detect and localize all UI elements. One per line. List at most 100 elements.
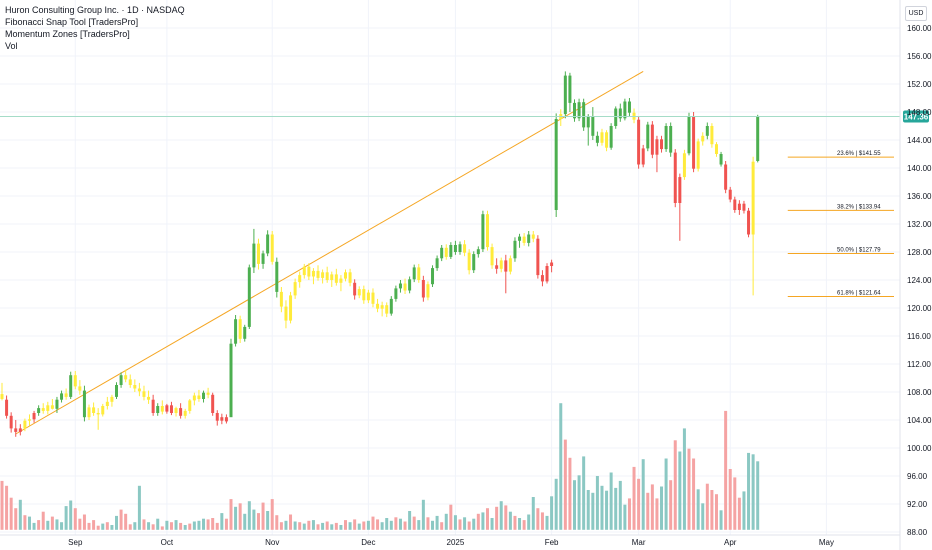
candle-body <box>431 268 435 285</box>
volume-bar <box>206 519 210 530</box>
volume-bar <box>279 522 283 530</box>
volume-bar <box>756 461 760 530</box>
price-axis[interactable]: 88.00 92.00 96.00 100.00 104.00 108.00 112.00 1… <box>899 0 932 550</box>
volume-bar <box>490 518 494 530</box>
candle-body <box>362 289 366 301</box>
volume-bar <box>311 520 315 530</box>
candle-body <box>646 124 650 149</box>
time-tick-label: May <box>819 538 834 547</box>
time-tick-label: Sep <box>68 538 83 547</box>
volume-bar <box>669 480 673 530</box>
volume-bar <box>536 508 540 530</box>
volume-bar <box>412 516 416 530</box>
candle-body <box>252 243 256 268</box>
chart-grid <box>0 0 900 535</box>
symbol-title[interactable]: Huron Consulting Group Inc. · 1D · NASDA… <box>5 5 185 15</box>
candle-body <box>682 153 686 178</box>
price-tick-label: 88.00 <box>907 528 928 537</box>
price-tick-label: 132.00 <box>907 220 932 229</box>
volume-bar <box>719 510 723 530</box>
candle-body <box>160 406 164 412</box>
last-price-value: 147.36 <box>904 112 929 121</box>
candle-body <box>389 298 393 314</box>
indicator-volume[interactable]: Vol <box>5 41 18 51</box>
candle-body <box>339 278 343 283</box>
candle-body <box>179 408 183 416</box>
candle-body <box>298 275 302 283</box>
candle-body <box>687 116 691 154</box>
volume-bar <box>398 518 402 530</box>
candle-body <box>357 289 361 296</box>
candle-body <box>261 253 265 264</box>
candle-body <box>220 417 224 421</box>
volume-bar <box>270 499 274 530</box>
candle-body <box>165 405 169 412</box>
candle-body <box>307 266 311 277</box>
volume-bar <box>339 525 343 530</box>
volume-bar <box>23 515 27 530</box>
candle-body <box>696 141 700 169</box>
indicator-fibonacci-snap[interactable]: Fibonacci Snap Tool [TradersPro] <box>5 17 139 27</box>
candle-body <box>490 247 494 266</box>
volume-bar <box>385 518 389 530</box>
candle-body <box>275 261 279 292</box>
volume-bar <box>417 520 421 530</box>
candle-body <box>577 102 581 119</box>
fib-level-label: 23.6% | $141.55 <box>837 151 881 157</box>
volume-bar <box>243 513 247 530</box>
volume-bar <box>724 410 728 530</box>
volume-bar <box>444 513 448 530</box>
candle-body <box>499 260 503 269</box>
indicator-momentum-zones[interactable]: Momentum Zones [TradersPro] <box>5 29 130 39</box>
volume-bar <box>321 522 325 530</box>
time-axis[interactable]: Sep Oct Nov Dec 2025 Feb Mar Apr May <box>0 534 900 547</box>
price-tick-label: 124.00 <box>907 276 932 285</box>
volume-bar <box>742 491 746 530</box>
volume-bar <box>614 487 618 530</box>
candle-body <box>183 410 187 416</box>
volume-bar <box>518 518 522 530</box>
candle-body <box>119 375 123 385</box>
volume-bar <box>682 428 686 530</box>
candle-body <box>174 408 178 413</box>
price-tick-label: 156.00 <box>907 52 932 61</box>
candle-body <box>568 75 572 103</box>
candle-body <box>311 270 315 277</box>
candle-body <box>270 234 274 262</box>
candle-body <box>115 385 118 397</box>
candle-body <box>169 405 173 413</box>
candle-body <box>27 419 31 421</box>
price-tick-label: 112.00 <box>907 360 931 369</box>
candle-body <box>417 267 421 280</box>
fib-level-label: 50.0% | $127.79 <box>837 247 881 253</box>
volume-bar <box>165 520 169 530</box>
volume-bar <box>458 519 462 530</box>
candle-body <box>467 252 471 271</box>
candlesticks <box>0 71 760 437</box>
volume-bar <box>64 506 68 530</box>
volume-bar <box>554 478 558 530</box>
trendline-segment <box>15 70 644 435</box>
currency-button[interactable]: USD <box>905 6 927 21</box>
volume-bar <box>174 520 178 530</box>
volume-bar <box>110 525 114 530</box>
candle-body <box>334 274 338 283</box>
candle-body <box>605 132 609 148</box>
volume-bar <box>476 513 480 530</box>
candle-body <box>293 282 297 296</box>
volume-bar <box>660 486 664 530</box>
candle-body <box>724 164 728 190</box>
candle-body <box>504 260 508 272</box>
candle-body <box>256 243 260 264</box>
candle-body <box>664 126 668 150</box>
volume-bar <box>577 475 581 530</box>
volume-bar <box>147 522 151 530</box>
candle-body <box>206 392 210 395</box>
candle-body <box>582 102 586 128</box>
candle-body <box>614 108 618 126</box>
price-tick-label: 116.00 <box>907 332 931 341</box>
candle-body <box>376 303 380 309</box>
candle-body <box>440 247 444 259</box>
volume-bar <box>256 513 260 530</box>
